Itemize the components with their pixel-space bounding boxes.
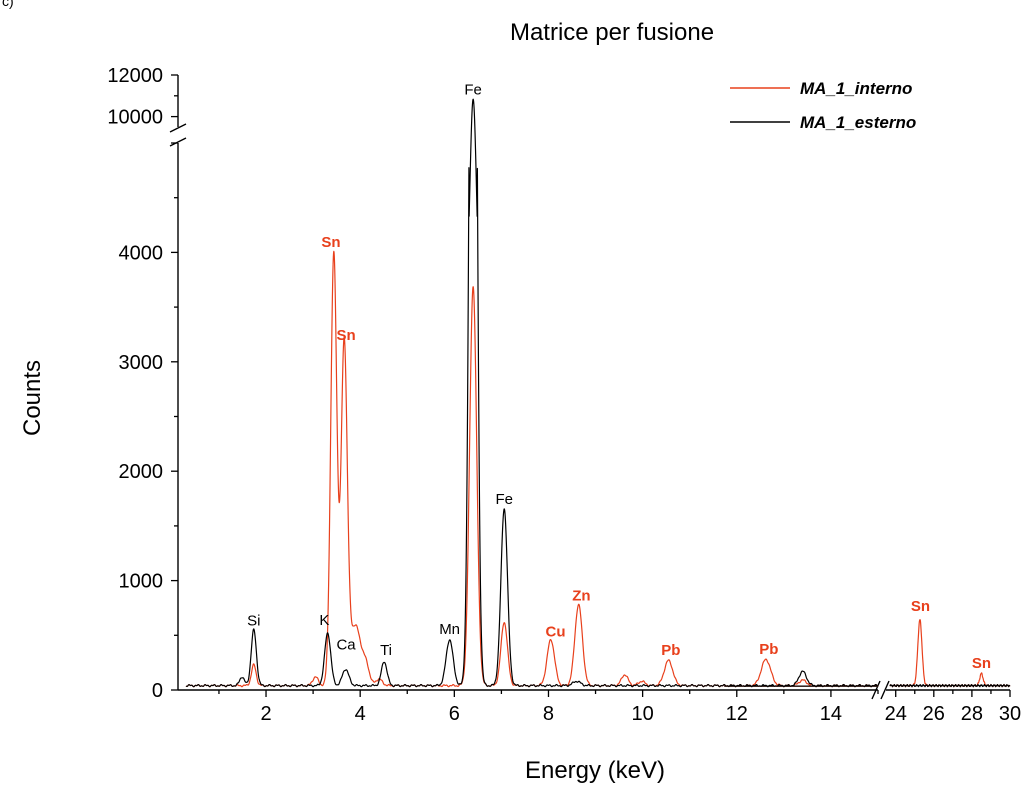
peak-label: K	[319, 612, 329, 629]
x-tick-label: 2	[260, 703, 271, 725]
y-axis-title: Counts	[19, 360, 46, 436]
x-tick-label: 30	[999, 703, 1021, 725]
peak-label: Sn	[321, 234, 340, 251]
y-tick-label: 10000	[107, 107, 163, 129]
legend-label-interno: MA_1_interno	[800, 79, 912, 98]
x-tick-label: 12	[726, 703, 748, 725]
legend-label-esterno: MA_1_esterno	[800, 113, 916, 132]
x-tick-label: 26	[923, 703, 945, 725]
peak-label: Sn	[911, 598, 930, 615]
x-axis-title: Energy (keV)	[525, 757, 665, 784]
y-tick-label: 4000	[119, 242, 164, 264]
y-axis-break-mark	[169, 123, 187, 133]
peak-label: Cu	[546, 623, 566, 640]
y-axis-break-mark	[169, 137, 187, 147]
y-tick-label: 1000	[119, 571, 164, 593]
peak-label: Si	[247, 612, 260, 629]
x-tick-label: 14	[820, 703, 842, 725]
legend: MA_1_interno MA_1_esterno	[730, 79, 916, 132]
peak-label: Fe	[495, 491, 513, 508]
peak-label: Pb	[661, 642, 680, 659]
x-tick-label: 28	[961, 703, 983, 725]
series-line-esterno	[185, 98, 879, 688]
y-tick-label: 3000	[119, 352, 164, 374]
x-tick-label: 4	[355, 703, 366, 725]
peak-label: Ca	[336, 637, 356, 654]
series-line-interno	[185, 250, 879, 688]
peak-label: Sn	[972, 655, 991, 672]
chart-title: Matrice per fusione	[510, 19, 714, 46]
x-axis-break-mark	[880, 680, 890, 700]
y-tick-label: 2000	[119, 461, 164, 483]
peak-label: Ti	[380, 642, 392, 659]
peak-label: Zn	[572, 587, 590, 604]
peak-label: Pb	[759, 641, 778, 658]
x-axis-break-mark	[871, 680, 881, 700]
x-tick-label: 10	[632, 703, 654, 725]
peak-label: Fe	[464, 82, 482, 99]
x-tick-label: 8	[543, 703, 554, 725]
peak-label: Mn	[439, 621, 460, 638]
series-line-esterno	[889, 683, 1011, 688]
x-tick-label: 6	[449, 703, 460, 725]
panel-label: c)	[2, 0, 14, 9]
x-tick-label: 24	[885, 703, 907, 725]
y-tick-label: 0	[152, 680, 163, 702]
y-tick-label: 12000	[107, 65, 163, 87]
series-line-interno	[889, 619, 1011, 688]
peak-label: Sn	[336, 327, 355, 344]
